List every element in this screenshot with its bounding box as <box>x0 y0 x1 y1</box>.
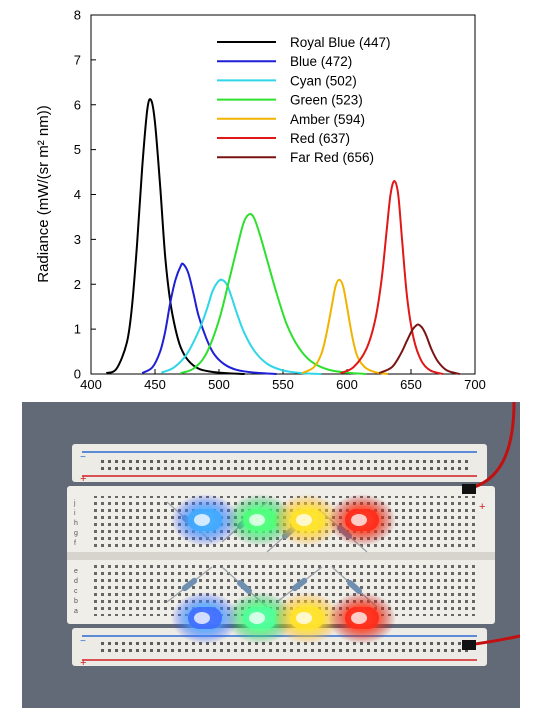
y-axis-label: Radiance (mW/(sr m² nm)) <box>35 105 52 283</box>
x-tick-label: 650 <box>400 377 422 392</box>
resistor-body-7 <box>347 580 362 594</box>
series-line-0 <box>105 98 245 375</box>
wire-connector-bottom <box>462 640 476 650</box>
series-line-3 <box>180 213 367 375</box>
x-tick-label: 400 <box>80 377 102 392</box>
x-tick-label: 600 <box>336 377 358 392</box>
x-tick-label: 450 <box>144 377 166 392</box>
plot-frame <box>90 14 476 375</box>
y-tick-label: 6 <box>74 97 81 112</box>
center-channel <box>67 552 495 560</box>
y-tick-label: 7 <box>74 52 81 67</box>
rail-holes-bottom <box>97 641 472 656</box>
resistor-body-5 <box>237 580 252 594</box>
series-line-1 <box>141 262 277 375</box>
y-tick-label: 0 <box>74 367 81 382</box>
legend-label-4: Amber (594) <box>290 112 365 127</box>
leds <box>171 494 396 644</box>
rail-plus-bottom: + <box>80 657 86 669</box>
red-wire-top <box>466 402 516 491</box>
legend-label-1: Blue (472) <box>290 54 352 69</box>
led-hotspot <box>351 514 367 526</box>
x-tick-label: 550 <box>272 377 294 392</box>
series-line-6 <box>378 323 460 375</box>
legend-label-5: Red (637) <box>290 131 350 146</box>
resistor-body-6 <box>291 577 308 592</box>
rail-minus-top: − <box>80 452 86 463</box>
x-axis: 400 450 500 550 600 650 700 <box>80 369 486 392</box>
row-letter: c <box>74 588 78 595</box>
led-hotspot <box>296 514 312 526</box>
legend-label-6: Far Red (656) <box>290 150 374 165</box>
y-tick-label: 3 <box>74 232 81 247</box>
y-axis: 0 1 2 3 4 5 6 7 8 <box>74 8 96 382</box>
legend-label-2: Cyan (502) <box>290 73 357 88</box>
spectrum-chart: 400 450 500 550 600 650 700 0 1 2 3 4 5 6 7 8 Radiance… <box>35 8 486 393</box>
row-letter: i <box>74 510 76 517</box>
wire-connector-top <box>462 484 476 494</box>
legend: Royal Blue (447) Blue (472) Cyan (502) Gree… <box>217 35 391 165</box>
x-tick-label: 700 <box>464 377 486 392</box>
y-tick-label: 2 <box>74 277 81 292</box>
y-tick-label: 1 <box>74 322 81 337</box>
y-tick-label: 8 <box>74 8 81 23</box>
row-letter: a <box>74 608 78 615</box>
rail-plus-top: + <box>80 473 86 485</box>
led-hotspot <box>351 612 367 624</box>
led-hotspot <box>194 514 210 526</box>
row-letter: g <box>74 530 78 537</box>
row-letter: j <box>73 500 76 507</box>
led-hotspot <box>194 612 210 624</box>
x-tick-label: 500 <box>208 377 230 392</box>
rail-holes-top <box>97 457 472 472</box>
led-hotspot <box>249 612 265 624</box>
row-letter: h <box>74 520 78 527</box>
y-tick-label: 5 <box>74 142 81 157</box>
row-letter: b <box>74 598 78 605</box>
led-hotspot <box>249 514 265 526</box>
led-hotspot <box>296 612 312 624</box>
series-layer <box>105 98 460 375</box>
legend-label-0: Royal Blue (447) <box>290 35 391 50</box>
legend-label-3: Green (523) <box>290 93 363 108</box>
series-line-2 <box>161 278 322 375</box>
resistor-body-4 <box>181 577 198 592</box>
series-line-4 <box>301 278 389 375</box>
row-letter: d <box>74 578 78 585</box>
rail-plus-right: + <box>479 501 485 513</box>
rail-minus-bottom: − <box>80 636 86 647</box>
y-tick-label: 4 <box>74 187 81 202</box>
row-letter: f <box>74 540 76 547</box>
row-letter: e <box>74 568 78 575</box>
series-line-5 <box>340 180 444 375</box>
